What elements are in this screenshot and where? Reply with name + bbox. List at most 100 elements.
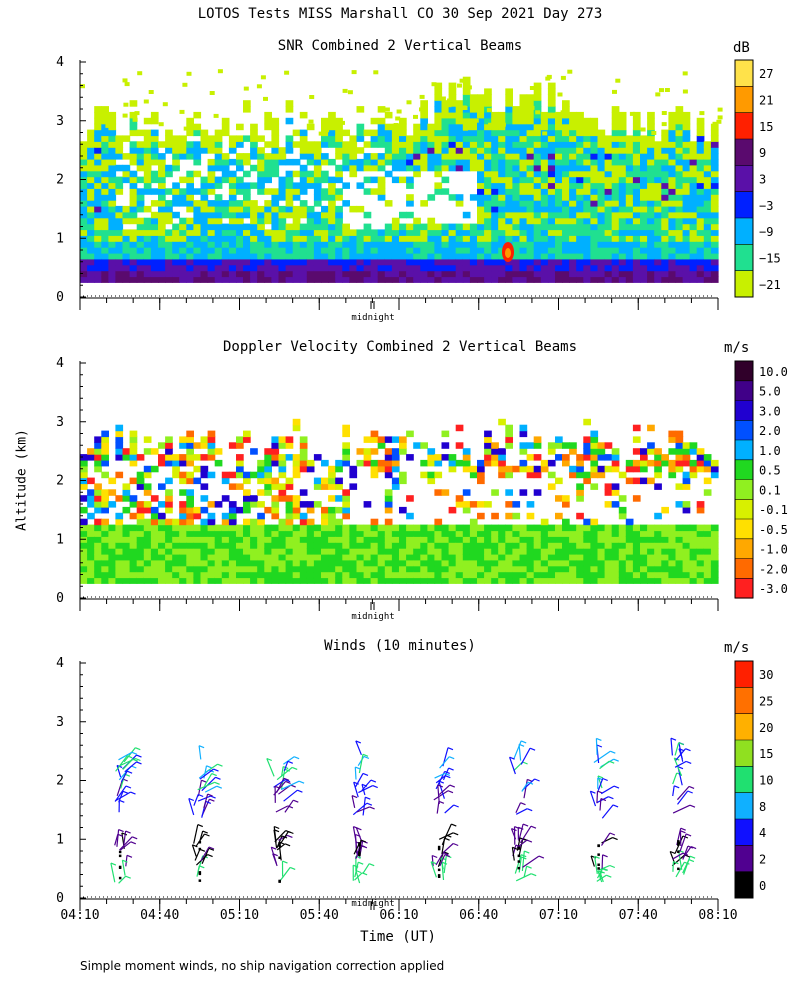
velocity-cell bbox=[682, 442, 691, 449]
velocity-cell bbox=[335, 565, 343, 573]
wind-barb-flag bbox=[125, 785, 132, 789]
velocity-cell bbox=[342, 489, 350, 496]
velocity-cell bbox=[569, 565, 577, 573]
snr-cell bbox=[136, 217, 145, 225]
velocity-cell bbox=[377, 548, 386, 555]
snr-cell bbox=[689, 258, 698, 266]
wind-barb bbox=[119, 836, 133, 851]
velocity-cell bbox=[540, 548, 549, 555]
velocity-cell bbox=[477, 559, 485, 567]
snr-cell bbox=[611, 170, 620, 178]
velocity-cell bbox=[172, 553, 180, 561]
snr-cell bbox=[632, 117, 641, 125]
snr-cell bbox=[512, 141, 521, 148]
snr-cell bbox=[611, 211, 620, 219]
velocity-cell bbox=[321, 506, 329, 514]
velocity-cell bbox=[462, 506, 471, 514]
snr-cell bbox=[257, 158, 265, 166]
velocity-cell bbox=[384, 471, 393, 479]
velocity-cell bbox=[158, 454, 166, 461]
snr-cell bbox=[292, 252, 301, 260]
wind-barb-flag bbox=[600, 798, 607, 802]
snr-cell bbox=[413, 158, 421, 166]
snr-cell bbox=[526, 117, 535, 125]
snr-cell bbox=[533, 158, 542, 166]
snr-cell bbox=[129, 123, 138, 131]
velocity-cell bbox=[136, 530, 145, 537]
velocity-cell bbox=[703, 559, 712, 567]
snr-cell bbox=[250, 200, 258, 207]
wind-barb bbox=[444, 804, 455, 814]
wind-barb bbox=[679, 833, 687, 852]
wind-barb bbox=[274, 830, 287, 843]
snr-cell bbox=[321, 258, 329, 266]
snr-cell bbox=[363, 164, 372, 172]
snr-cell bbox=[115, 176, 124, 184]
snr-cell bbox=[321, 205, 329, 213]
snr-cell bbox=[150, 153, 159, 160]
snr-cell bbox=[661, 153, 669, 160]
snr-cell bbox=[80, 153, 88, 160]
snr-cell bbox=[647, 258, 655, 266]
velocity-cell bbox=[271, 536, 280, 543]
snr-speckle bbox=[395, 116, 401, 121]
velocity-cell bbox=[618, 524, 627, 532]
velocity-cell bbox=[703, 571, 712, 579]
velocity-cell bbox=[87, 542, 95, 549]
snr-cell bbox=[434, 117, 443, 125]
wind-calm-marker bbox=[597, 863, 600, 866]
velocity-cell bbox=[101, 553, 109, 561]
velocity-cell bbox=[462, 553, 471, 561]
snr-cell bbox=[512, 252, 521, 260]
snr-cell bbox=[377, 247, 386, 254]
snr-cell bbox=[661, 194, 669, 201]
snr-cell bbox=[193, 205, 202, 213]
velocity-cell bbox=[186, 518, 194, 526]
snr-cell bbox=[257, 164, 265, 172]
snr-speckle bbox=[393, 123, 399, 127]
snr-cell bbox=[136, 235, 145, 242]
snr-cell bbox=[604, 147, 613, 154]
velocity-cell bbox=[335, 542, 343, 549]
snr-cell bbox=[611, 276, 620, 283]
velocity-cell bbox=[150, 506, 159, 514]
velocity-cell bbox=[94, 542, 102, 549]
velocity-cell bbox=[647, 524, 655, 532]
snr-cell bbox=[569, 241, 577, 248]
snr-cell bbox=[555, 205, 563, 213]
colorbar-swatch bbox=[735, 400, 753, 421]
velocity-cell bbox=[484, 577, 492, 584]
snr-cell bbox=[271, 194, 280, 201]
snr-cell bbox=[498, 153, 506, 160]
velocity-cell bbox=[413, 553, 421, 561]
velocity-cell bbox=[434, 524, 443, 532]
snr-cell bbox=[335, 170, 343, 178]
snr-speckle bbox=[347, 90, 353, 95]
wind-barb-flag bbox=[669, 850, 676, 855]
snr-cell bbox=[710, 176, 719, 184]
snr-cell bbox=[384, 135, 393, 142]
snr-cell bbox=[448, 88, 457, 95]
snr-cell bbox=[363, 141, 372, 148]
snr-cell bbox=[618, 141, 627, 148]
snr-cell bbox=[349, 141, 358, 148]
velocity-cell bbox=[356, 553, 365, 561]
velocity-cell bbox=[519, 430, 528, 438]
velocity-cell bbox=[250, 471, 258, 479]
snr-cell bbox=[682, 217, 691, 225]
snr-cell bbox=[115, 258, 124, 266]
snr-cell bbox=[597, 205, 606, 213]
velocity-cell bbox=[654, 559, 662, 567]
snr-cell bbox=[250, 223, 258, 231]
velocity-cell bbox=[654, 571, 662, 579]
snr-speckle bbox=[651, 131, 657, 135]
snr-cell bbox=[576, 264, 584, 272]
snr-cell bbox=[200, 129, 209, 137]
wind-barb-flag bbox=[357, 861, 364, 865]
snr-cell bbox=[469, 235, 478, 242]
velocity-cell bbox=[696, 553, 705, 561]
snr-cell bbox=[384, 241, 393, 248]
velocity-cell bbox=[321, 536, 329, 543]
snr-cell bbox=[313, 229, 322, 236]
velocity-cell bbox=[221, 577, 230, 584]
